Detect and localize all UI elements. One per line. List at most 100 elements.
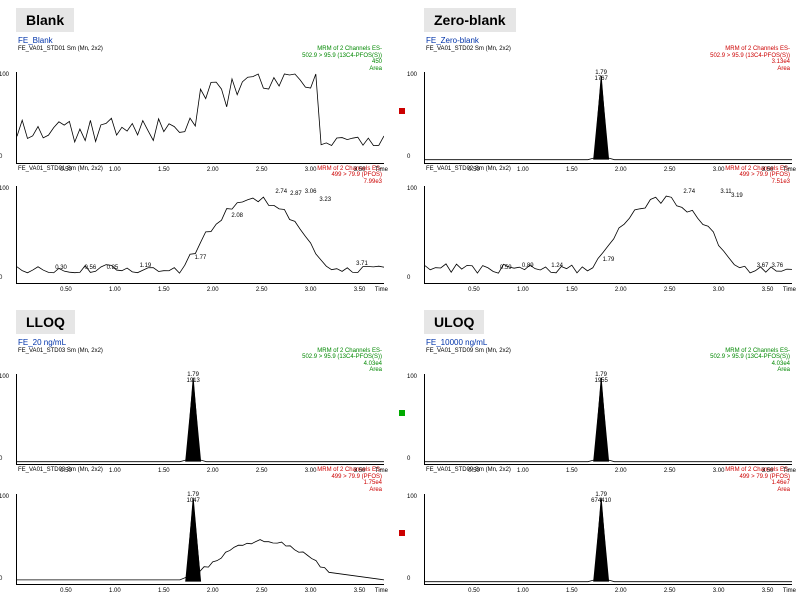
x-axis-label: 3.50	[762, 468, 774, 474]
chart-header-right: MRM of 2 Channels ES-499 > 79.9 (PFOS)1.…	[725, 467, 790, 493]
x-axis-label: 2.00	[615, 588, 627, 594]
peak-annotation: 3.71	[356, 261, 368, 267]
chart-plot: 10000.501.001.502.002.503.003.50Time1.79…	[16, 494, 384, 585]
x-axis-label: 1.00	[109, 287, 121, 293]
x-axis-label: 1.50	[566, 167, 578, 173]
x-axis-label: 1.00	[517, 287, 529, 293]
x-axis-label: 0.50	[468, 167, 480, 173]
peak-annotation: 0.89	[522, 263, 534, 269]
x-axis-label: 2.00	[207, 287, 219, 293]
x-axis-label: 2.50	[256, 588, 268, 594]
y-axis-label: 100	[407, 72, 417, 78]
peak-annotation: 0.30	[55, 265, 67, 271]
x-axis-label: 2.50	[664, 287, 676, 293]
x-axis-label: 1.50	[566, 588, 578, 594]
x-axis-label: 3.00	[305, 588, 317, 594]
chart-block: FE_VA01_STD02 Sm (Mn, 2x2) MRM of 2 Chann…	[424, 46, 792, 164]
panel-subtitle: FE_Zero-blank	[424, 36, 792, 45]
panel-uloq: ULOQFE_10000 ng/mLFE_VA01_STD09 Sm (Mn, …	[424, 310, 792, 588]
chart-header-left: FE_VA01_STD02 Sm (Mn, 2x2)	[426, 46, 511, 53]
y-axis-label: 0	[407, 275, 410, 281]
x-axis-label: 3.00	[713, 287, 725, 293]
y-axis-label: 0	[0, 576, 2, 582]
x-axis-label: 0.50	[60, 167, 72, 173]
y-axis-label: 0	[0, 275, 2, 281]
chart-header-right: MRM of 2 Channels ES-502.9 > 95.9 (13C4-…	[302, 46, 382, 72]
chart-plot: 10000.501.001.502.002.503.003.50Time1.79…	[16, 374, 384, 465]
peak-annotation: 3.19	[731, 193, 743, 199]
x-axis-label: 2.00	[615, 468, 627, 474]
x-axis-label: 2.00	[615, 167, 627, 173]
y-axis-label: 100	[0, 494, 9, 500]
x-axis-label: 1.50	[566, 287, 578, 293]
panel-subtitle: FE_20 ng/mL	[16, 338, 384, 347]
panel-title: Blank	[16, 8, 74, 32]
x-axis-label: 0.50	[468, 468, 480, 474]
channel-marker-icon	[399, 108, 405, 114]
y-axis-label: 100	[407, 494, 417, 500]
x-axis-label: 3.50	[354, 588, 366, 594]
x-axis-label: 1.00	[517, 468, 529, 474]
peak-annotation: 1.19	[140, 263, 152, 269]
x-axis-label: 2.00	[207, 588, 219, 594]
chart-block: FE_VA01_STD09 Sm (Mn, 2x2)MRM of 2 Chann…	[424, 348, 792, 466]
x-axis-label: 3.50	[762, 287, 774, 293]
y-axis-label: 0	[407, 456, 410, 462]
x-axis-label: 3.00	[305, 287, 317, 293]
x-axis-label: 0.50	[468, 287, 480, 293]
peak-annotation: 3.11	[720, 189, 731, 195]
x-axis-label: 3.00	[713, 468, 725, 474]
chart-header: FE_VA01_STD02 Sm (Mn, 2x2) MRM of 2 Chann…	[424, 46, 792, 72]
panel-blank: Blank FE_BlankFE_VA01_STD01 Sm (Mn, 2x2)M…	[16, 8, 384, 286]
x-axis-label: 2.50	[256, 287, 268, 293]
chart-header-right: MRM of 2 Channels ES-502.9 > 95.9 (13C4-…	[710, 46, 790, 72]
x-axis-label: 1.00	[517, 588, 529, 594]
chart-header-right: MRM of 2 Channels ES-499 > 79.9 (PFOS)7.…	[725, 166, 790, 186]
peak-annotation: 2.08	[231, 213, 243, 219]
x-axis-label: 0.50	[468, 588, 480, 594]
chart-grid: Blank FE_BlankFE_VA01_STD01 Sm (Mn, 2x2)M…	[0, 0, 808, 595]
y-axis-label: 100	[0, 374, 9, 380]
peak-annotation: 1.77	[195, 255, 207, 261]
peak-label: 1.791047	[186, 492, 199, 504]
x-axis-title: Time	[783, 167, 796, 173]
x-axis-title: Time	[375, 588, 388, 594]
x-axis-label: 3.00	[713, 588, 725, 594]
x-axis-label: 3.50	[354, 468, 366, 474]
panel-zeroblank: Zero-blank FE_Zero-blankFE_VA01_STD02 Sm …	[424, 8, 792, 286]
chart-header: FE_VA01_STD01 Sm (Mn, 2x2)MRM of 2 Chann…	[16, 46, 384, 72]
chart-header-right: MRM of 2 Channels ES-499 > 79.9 (PFOS)1.…	[317, 467, 382, 493]
panel-lloq: LLOQFE_20 ng/mLFE_VA01_STD03 Sm (Mn, 2x2…	[16, 310, 384, 588]
channel-marker-icon	[399, 410, 405, 416]
panel-title: ULOQ	[424, 310, 484, 334]
channel-marker-icon	[399, 530, 405, 536]
x-axis-label: 0.50	[60, 287, 72, 293]
peak-annotation: 1.79	[603, 257, 615, 263]
x-axis-title: Time	[375, 167, 388, 173]
peak-annotation: 3.23	[319, 197, 331, 203]
x-axis-label: 1.50	[158, 468, 170, 474]
y-axis-label: 100	[0, 186, 9, 192]
chart-plot: 10000.501.001.502.002.503.003.50Time0.30…	[16, 186, 384, 284]
x-axis-label: 1.00	[109, 167, 121, 173]
chart-header: FE_VA01_STD09 Sm (Mn, 2x2)MRM of 2 Chann…	[424, 348, 792, 374]
x-axis-label: 2.00	[207, 468, 219, 474]
chart-block: FE_VA01_STD02 Sm (Mn, 2x2)MRM of 2 Chann…	[424, 166, 792, 284]
chart-header-left: FE_VA01_STD03 Sm (Mn, 2x2)	[18, 348, 103, 355]
y-axis-label: 100	[407, 374, 417, 380]
chart-block: FE_VA01_STD03 Sm (Mn, 2x2)MRM of 2 Chann…	[16, 467, 384, 585]
x-axis-label: 1.00	[109, 468, 121, 474]
x-axis-label: 3.00	[305, 167, 317, 173]
x-axis-label: 0.50	[60, 468, 72, 474]
x-axis-title: Time	[375, 468, 388, 474]
peak-annotation: 0.56	[85, 265, 97, 271]
y-axis-label: 0	[407, 576, 410, 582]
y-axis-label: 100	[407, 186, 417, 192]
panel-subtitle: FE_Blank	[16, 36, 384, 45]
peak-annotation: 2.74	[275, 189, 287, 195]
panel-title: LLOQ	[16, 310, 75, 334]
x-axis-label: 1.50	[158, 588, 170, 594]
panel-title: Zero-blank	[424, 8, 516, 32]
peak-label: 1.791767	[594, 70, 607, 82]
y-axis-label: 0	[0, 154, 2, 160]
